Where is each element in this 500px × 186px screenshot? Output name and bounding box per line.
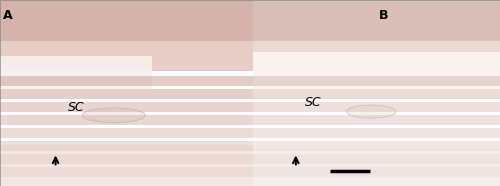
Ellipse shape [346, 105, 396, 118]
FancyBboxPatch shape [252, 76, 500, 86]
Text: SC: SC [68, 101, 84, 114]
FancyBboxPatch shape [0, 154, 252, 164]
FancyBboxPatch shape [252, 141, 500, 151]
FancyBboxPatch shape [252, 149, 500, 186]
FancyBboxPatch shape [0, 76, 252, 86]
FancyBboxPatch shape [252, 128, 500, 138]
FancyBboxPatch shape [0, 145, 252, 186]
FancyBboxPatch shape [0, 0, 252, 71]
FancyBboxPatch shape [252, 102, 500, 112]
FancyBboxPatch shape [252, 89, 500, 99]
FancyBboxPatch shape [252, 0, 500, 41]
FancyBboxPatch shape [0, 128, 252, 138]
FancyBboxPatch shape [0, 115, 252, 125]
FancyBboxPatch shape [252, 167, 500, 177]
FancyBboxPatch shape [0, 102, 252, 112]
FancyBboxPatch shape [252, 0, 500, 65]
FancyBboxPatch shape [0, 89, 252, 99]
Ellipse shape [82, 108, 145, 123]
FancyBboxPatch shape [0, 56, 152, 89]
Text: SC: SC [305, 96, 322, 109]
FancyBboxPatch shape [252, 115, 500, 125]
FancyBboxPatch shape [0, 141, 252, 151]
Text: B: B [378, 9, 388, 22]
FancyBboxPatch shape [0, 167, 252, 177]
FancyBboxPatch shape [252, 154, 500, 164]
FancyBboxPatch shape [0, 0, 252, 41]
FancyBboxPatch shape [252, 52, 500, 89]
Text: A: A [2, 9, 12, 22]
